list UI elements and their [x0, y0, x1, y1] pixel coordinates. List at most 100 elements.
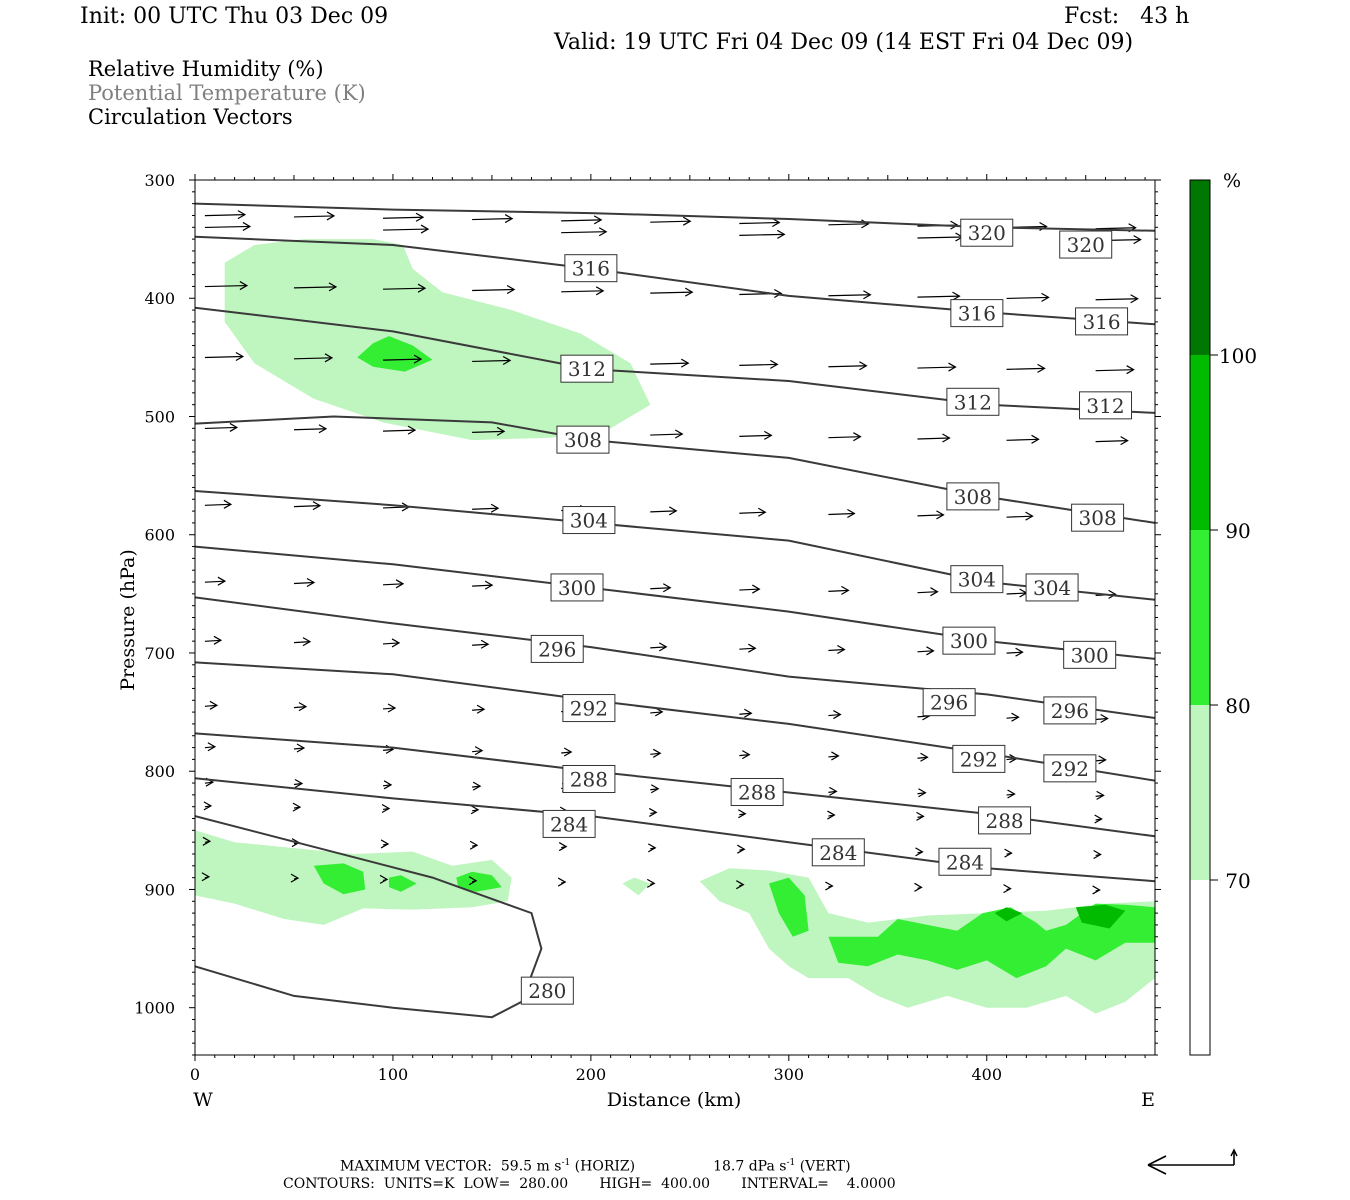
vector-arrow: [646, 878, 656, 888]
rh-region-10: [994, 907, 1023, 922]
svg-text:304: 304: [1033, 576, 1071, 600]
vector-arrow: [828, 786, 838, 796]
y-tick-label: 1000: [134, 999, 175, 1018]
vector-arrow: [293, 577, 316, 588]
vector-arrow: [470, 805, 480, 815]
vector-arrow: [383, 212, 425, 222]
valid-time: Valid: 19 UTC Fri 04 Dec 09 (14 EST Fri …: [554, 30, 1134, 55]
vector-arrow: [917, 433, 951, 443]
vector-arrow: [828, 710, 842, 720]
isentrope-label-308: 308: [556, 425, 610, 454]
svg-text:296: 296: [538, 637, 576, 661]
vector-arrow: [382, 703, 397, 713]
vector-arrow: [827, 810, 836, 820]
isentrope-292: [195, 661, 1155, 782]
vector-arrow: [1095, 365, 1135, 375]
rh-region-11: [1075, 904, 1126, 929]
isentrope-label-292: 292: [562, 694, 616, 723]
vector-arrow: [469, 840, 479, 850]
isentrope-label-304: 304: [1025, 573, 1079, 602]
svg-text:316: 316: [572, 257, 610, 281]
vector-arrow: [293, 743, 306, 753]
vector-arrow: [917, 646, 935, 656]
colorbar-segment: [1190, 705, 1210, 880]
isentrope-304: [195, 490, 1155, 601]
isentrope-label-300: 300: [942, 626, 996, 655]
colorbar-label: 90: [1225, 519, 1250, 543]
svg-text:288: 288: [985, 809, 1023, 833]
vector-arrow: [1093, 849, 1102, 859]
svg-text:320: 320: [1067, 233, 1105, 257]
x-tick-label: 100: [378, 1065, 409, 1084]
vector-arrow: [917, 587, 939, 597]
y-tick-label: 300: [144, 171, 175, 190]
max-vector-label: MAXIMUM VECTOR:: [340, 1158, 492, 1175]
svg-text:308: 308: [564, 428, 602, 452]
isentrope-label-316: 316: [950, 299, 1004, 328]
vector-arrow: [828, 361, 868, 371]
forecast-hour: Fcst: 43 h: [1064, 4, 1190, 29]
vector-arrow: [825, 881, 834, 891]
vector-arrow: [293, 778, 304, 789]
colorbar-segment: [1190, 355, 1210, 530]
vector-arrow: [383, 425, 417, 435]
isentrope-label-288: 288: [730, 778, 784, 806]
vector-arrow: [736, 880, 745, 890]
isentrope-label-308: 308: [1071, 503, 1125, 532]
isentrope-label-284: 284: [938, 847, 992, 876]
isentrope-label-296: 296: [922, 688, 976, 717]
rh-region-6: [622, 877, 651, 896]
vector-arrow: [204, 635, 223, 645]
vector-arrow: [468, 876, 478, 886]
vector-arrow: [383, 638, 401, 648]
svg-text:312: 312: [568, 357, 606, 381]
colorbar-label: 100: [1219, 344, 1257, 368]
vector-arrow: [650, 429, 684, 439]
svg-text:296: 296: [1051, 699, 1089, 723]
vector-arrow: [1006, 588, 1028, 598]
isentrope-label-280: 280: [520, 976, 574, 1005]
svg-text:304: 304: [958, 568, 996, 592]
vector-arrow: [739, 507, 767, 517]
vector-arrow: [558, 842, 568, 852]
svg-text:320: 320: [968, 221, 1006, 245]
vector-arrow: [650, 642, 668, 652]
vector-arrow: [290, 873, 300, 883]
vector-arrow: [293, 424, 328, 434]
vector-arrow: [648, 807, 658, 817]
vector-arrow: [739, 584, 761, 594]
isentrope-label-288: 288: [562, 764, 616, 793]
init-time: Init: 00 UTC Thu 03 Dec 09: [80, 4, 389, 29]
vector-arrow: [650, 784, 660, 794]
vector-arrow: [650, 583, 672, 593]
vector-arrow: [1095, 755, 1107, 765]
vector-arrow: [1006, 511, 1034, 521]
vector-arrow: [472, 426, 506, 436]
svg-text:284: 284: [819, 841, 857, 865]
vector-arrow: [472, 746, 484, 756]
vector-arrow: [204, 700, 219, 710]
max-vert-value: 18.7 dPa s: [713, 1158, 787, 1175]
isentrope-label-292: 292: [1043, 754, 1097, 783]
svg-text:292: 292: [960, 747, 998, 771]
rh-region-8: [769, 877, 809, 937]
vector-arrow: [472, 704, 486, 714]
vector-arrow: [561, 747, 573, 757]
x-tick-label: 200: [576, 1065, 607, 1084]
vector-arrow: [383, 224, 430, 234]
vector-arrow: [1095, 294, 1139, 304]
isentrope-label-296: 296: [1043, 696, 1097, 725]
vector-arrow: [1006, 647, 1024, 657]
vector-arrow: [204, 210, 247, 220]
colorbar-unit: %: [1223, 170, 1241, 192]
x-left-end-label: W: [193, 1089, 213, 1111]
vector-arrow: [383, 579, 405, 589]
svg-text:296: 296: [930, 691, 968, 715]
vector-arrow: [1003, 884, 1012, 894]
field-vectors-label: Circulation Vectors: [88, 105, 293, 129]
vector-arrow: [1006, 292, 1050, 302]
svg-text:316: 316: [1082, 310, 1120, 334]
vector-arrow: [1095, 790, 1105, 800]
vector-arrow: [650, 506, 678, 516]
